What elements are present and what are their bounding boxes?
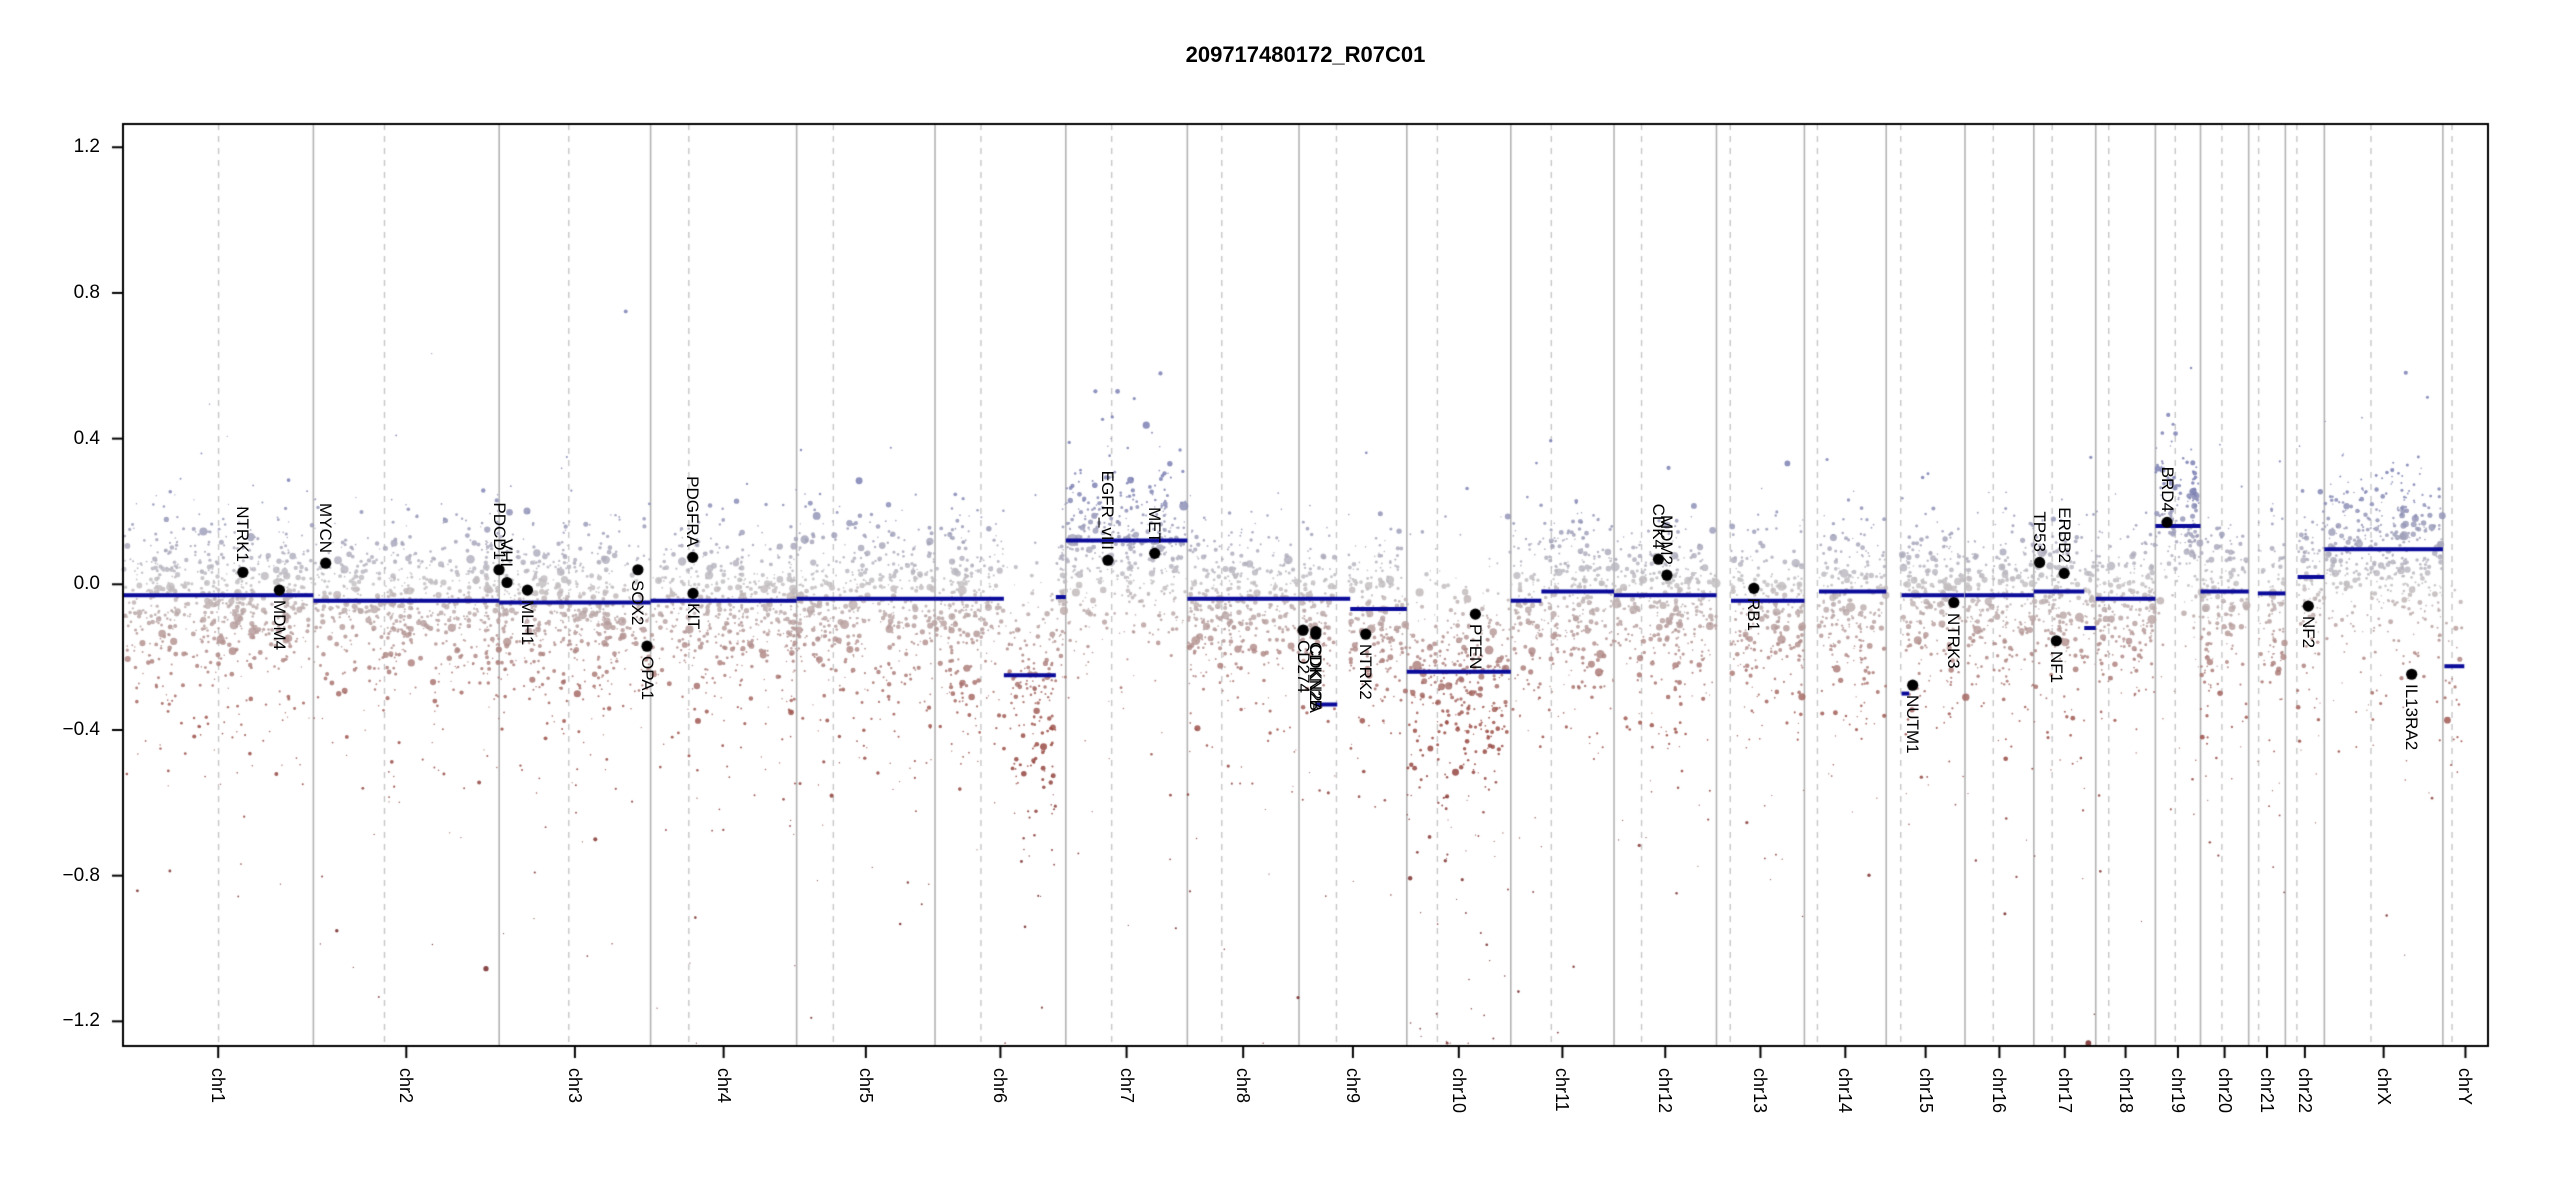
x-axis-chromosome-label-chr18: chr18 [2115, 1068, 2136, 1114]
gene-label-NF2: NF2 [2298, 616, 2318, 649]
x-axis-chromosome-label-chr21: chr21 [2257, 1068, 2278, 1114]
x-axis-chromosome-label-chrX: chrX [2373, 1068, 2394, 1106]
x-axis-chromosome-label-chr20: chr20 [2214, 1068, 2235, 1114]
x-axis-chromosome-label-chr7: chr7 [1116, 1068, 1137, 1104]
x-axis-chromosome-label-chr16: chr16 [1989, 1068, 2010, 1114]
x-axis-chromosome-label-chr10: chr10 [1448, 1068, 1469, 1114]
y-axis-tick-label: 0.4 [73, 427, 100, 449]
gene-label-KIT: KIT [683, 603, 703, 630]
gene-label-NTRK3: NTRK3 [1944, 612, 1964, 669]
gene-label-PTEN: PTEN [1465, 624, 1485, 670]
x-axis-chromosome-label-chr17: chr17 [2054, 1068, 2075, 1114]
x-axis-chromosome-label-chr3: chr3 [564, 1068, 585, 1104]
x-axis-chromosome-label-chr9: chr9 [1342, 1068, 1363, 1104]
gene-label-NTRK2: NTRK2 [1356, 644, 1376, 700]
x-axis-chromosome-label-chr14: chr14 [1835, 1068, 1856, 1114]
gene-label-SOX2: SOX2 [628, 579, 648, 626]
gene-label-MDM2: MDM2 [1657, 515, 1677, 566]
gene-label-MLH1: MLH1 [517, 600, 537, 646]
gene-label-RB1: RB1 [1744, 598, 1764, 632]
y-axis-tick-label: 0.0 [73, 573, 100, 595]
x-axis-chromosome-label-chrY: chrY [2455, 1068, 2476, 1106]
y-axis-tick-label: 1.2 [73, 136, 100, 158]
x-axis-chromosome-label-chr5: chr5 [855, 1068, 876, 1104]
gene-label-BRD4: BRD4 [2157, 467, 2177, 513]
x-axis-chromosome-label-chr1: chr1 [208, 1068, 229, 1104]
x-axis-chromosome-label-chr8: chr8 [1233, 1068, 1254, 1104]
y-axis-tick-label: 0.8 [73, 281, 100, 303]
gene-label-IL13RA2: IL13RA2 [2402, 684, 2422, 751]
gene-label-PDGFRA: PDGFRA [683, 476, 703, 548]
gene-label-NTRK1: NTRK1 [233, 506, 253, 563]
x-axis-chromosome-label-chr19: chr19 [2167, 1068, 2188, 1114]
x-axis-chromosome-label-chr15: chr15 [1915, 1068, 1936, 1114]
x-axis-chromosome-label-chr4: chr4 [713, 1068, 734, 1104]
gene-label-ERBB2: ERBB2 [2054, 507, 2074, 564]
gene-label-MET: MET [1145, 507, 1165, 544]
x-axis-chromosome-label-chr6: chr6 [990, 1068, 1011, 1104]
y-axis-tick-label: −1.2 [62, 1010, 100, 1032]
x-axis-chromosome-label-chr13: chr13 [1750, 1068, 1771, 1114]
gene-label-NUTM1: NUTM1 [1903, 695, 1923, 754]
x-axis-chromosome-label-chr2: chr2 [396, 1068, 417, 1104]
x-axis-chromosome-label-chr22: chr22 [2294, 1068, 2315, 1114]
gene-label-OPA1: OPA1 [637, 656, 657, 701]
gene-label-MYCN: MYCN [316, 503, 336, 554]
x-axis-chromosome-label-chr11: chr11 [1552, 1068, 1573, 1112]
gene-label-TP53: TP53 [2030, 511, 2050, 553]
gene-label-MDM4: MDM4 [269, 600, 289, 651]
chart-title: 209717480172_R07C01 [1185, 42, 1426, 67]
gene-label-CDKN2A: CDKN2A [1306, 644, 1326, 714]
gene-label-VHL: VHL [497, 539, 517, 573]
gene-label-EGFR_vIII: EGFR_vIII [1098, 470, 1118, 551]
y-axis-tick-label: −0.4 [62, 718, 100, 740]
y-axis-tick-label: −0.8 [62, 864, 100, 886]
x-axis-chromosome-label-chr12: chr12 [1655, 1068, 1676, 1114]
gene-label-NF1: NF1 [2046, 650, 2066, 683]
